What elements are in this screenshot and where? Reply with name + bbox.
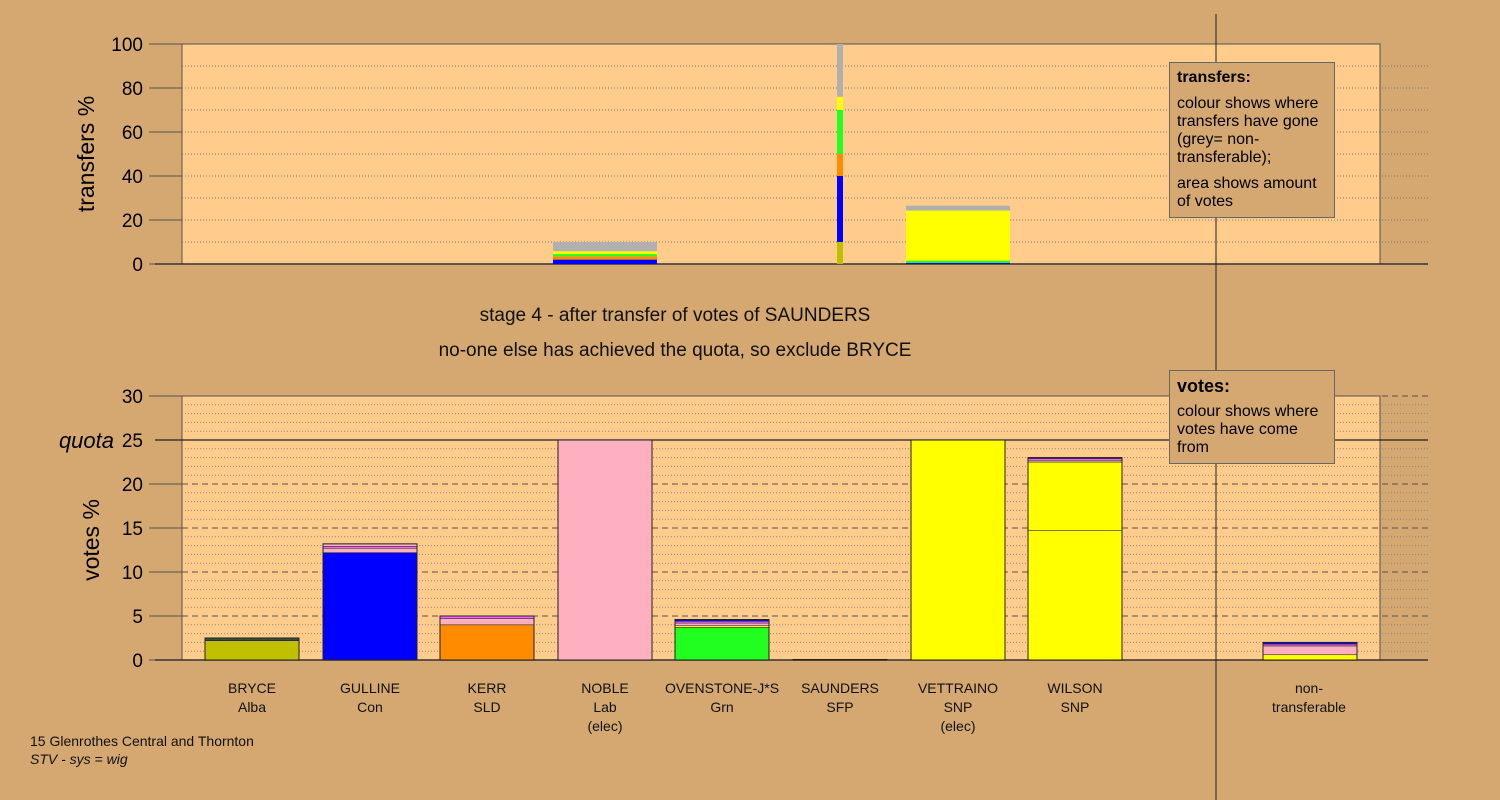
candidate-note: (elec): [940, 718, 976, 734]
transfers-bar-segment-saunders: [837, 96, 843, 110]
quota-tick-label: 25: [122, 431, 143, 452]
votes-bar-segment-ovenstone-j-s: [674, 622, 770, 626]
transfers-bar-segment-noble: [553, 254, 657, 257]
transfers-bar-segment-noble: [553, 242, 657, 252]
candidate-name: OVENSTONE-J*S: [664, 680, 780, 696]
candidate-label-vettraino: VETTRAINO SNP (elec): [898, 679, 1018, 736]
nontransferable-line2: transferable: [1272, 699, 1346, 715]
candidate-party: SNP: [943, 699, 973, 715]
nontransferable-line1: non-: [1294, 680, 1324, 696]
nontransferable-label: non- transferable: [1249, 679, 1369, 717]
transfers-y-axis-label: transfers %: [73, 96, 99, 212]
candidate-party: SLD: [473, 699, 501, 715]
transfers-legend-line2: area shows amount of votes: [1177, 175, 1317, 210]
votes-y-tick-label: 15: [122, 519, 143, 540]
transfers-bar-segment-saunders: [837, 154, 843, 176]
candidate-name: VETTRAINO: [917, 680, 999, 696]
votes-bar-segment-non-transferable: [1262, 645, 1358, 656]
candidate-label-kerr: KERR SLD: [427, 679, 547, 717]
transfers-y-tick-label: 100: [111, 35, 143, 56]
votes-bar-segment-gulline: [322, 552, 418, 661]
votes-bar-outline-wilson: [1027, 457, 1123, 661]
transfers-bar-segment-noble: [553, 256, 657, 260]
votes-bar-segment-non-transferable: [1262, 654, 1358, 661]
candidate-name: GULLINE: [340, 680, 400, 696]
candidate-name: SAUNDERS: [801, 680, 879, 696]
votes-bar-outline-noble: [557, 439, 653, 661]
transfers-bar-segment-vettraino: [906, 260, 1010, 263]
votes-bar-segment-gulline: [322, 547, 418, 553]
transfers-bar-segment-saunders: [837, 242, 843, 264]
candidate-name: KERR: [467, 680, 507, 696]
transfers-bar-segment-vettraino: [906, 262, 1010, 264]
transfers-y-tick-label: 40: [122, 167, 143, 188]
transfers-legend-line1: colour shows where transfers have gone (…: [1177, 95, 1319, 166]
votes-y-tick-label: 10: [122, 563, 143, 584]
votes-legend-box: votes: colour shows where votes have com…: [1169, 370, 1335, 464]
stage-title: stage 4 - after transfer of votes of SAU…: [479, 305, 871, 326]
transfers-y-tick-label: 0: [132, 255, 143, 276]
transfers-bar-segment-vettraino: [906, 210, 1010, 261]
votes-y-tick-label: 30: [122, 387, 143, 408]
footer: 15 Glenrothes Central and Thornton STV -…: [30, 732, 254, 768]
transfers-y-tick-label: 20: [122, 211, 143, 232]
candidate-label-wilson: WILSON SNP: [1015, 679, 1135, 717]
votes-bar-outline-ovenstone-j-s: [674, 619, 770, 661]
candidate-label-noble: NOBLE Lab (elec): [545, 679, 665, 736]
votes-bar-segment-ovenstone-j-s: [674, 627, 770, 661]
votes-y-tick-label: 20: [122, 475, 143, 496]
transfers-legend-box: transfers: colour shows where transfers …: [1169, 62, 1335, 218]
candidate-name: NOBLE: [581, 680, 629, 696]
votes-bar-segment-bryce: [204, 640, 300, 661]
quota-label: quota: [59, 428, 114, 453]
candidate-label-saunders: SAUNDERS SFP: [780, 679, 900, 717]
votes-bar-segment-wilson: [1027, 530, 1123, 661]
candidate-label-gulline: GULLINE Con: [310, 679, 430, 717]
footer-ward: 15 Glenrothes Central and Thornton: [30, 733, 254, 749]
candidate-label-bryce: BRYCE Alba: [192, 679, 312, 717]
votes-bar-outline-gulline: [322, 543, 418, 661]
votes-y-tick-label: 0: [132, 651, 143, 672]
candidate-party: SNP: [1060, 699, 1090, 715]
candidate-note: (elec): [587, 718, 623, 734]
transfers-bar-segment-saunders: [837, 176, 843, 242]
votes-y-tick-label: 5: [132, 607, 143, 628]
transfers-y-tick-label: 80: [122, 79, 143, 100]
candidate-party: Con: [357, 699, 383, 715]
candidate-party: Lab: [593, 699, 617, 715]
candidate-label-ovenstone-j-s: OVENSTONE-J*S Grn: [662, 679, 782, 717]
transfers-bar-segment-saunders: [837, 44, 843, 97]
votes-bar-segment-wilson: [1027, 461, 1123, 531]
transfers-bar-segment-saunders: [837, 110, 843, 154]
votes-bar-outline-saunders: [792, 658, 888, 661]
footer-system: STV - sys = wig: [30, 751, 128, 767]
votes-bar-segment-noble: [557, 439, 653, 661]
votes-bar-outline-bryce: [204, 637, 300, 661]
stage-subtitle: no-one else has achieved the quota, so e…: [438, 340, 912, 361]
transfers-bar-segment-noble: [553, 251, 657, 255]
transfers-y-tick-label: 60: [122, 123, 143, 144]
votes-bar-segment-vettraino: [910, 439, 1006, 661]
candidate-party: Grn: [710, 699, 734, 715]
candidate-name: BRYCE: [228, 680, 276, 696]
candidate-party: SFP: [826, 699, 854, 715]
candidate-party: Alba: [237, 699, 267, 715]
candidate-name: WILSON: [1047, 680, 1103, 696]
votes-legend-line1: colour shows where votes have come from: [1177, 403, 1319, 456]
votes-bar-outline-kerr: [439, 615, 535, 661]
votes-bar-segment-kerr: [439, 624, 535, 661]
votes-legend-heading: votes:: [1177, 376, 1231, 396]
votes-bar-outline-non-transferable: [1262, 641, 1358, 661]
votes-bar-segment-kerr: [439, 618, 535, 626]
transfers-bar-segment-noble: [553, 259, 657, 264]
transfers-bar-segment-vettraino: [906, 205, 1010, 211]
transfers-legend-heading: transfers:: [1177, 69, 1251, 86]
votes-y-axis-label: votes %: [78, 499, 104, 581]
votes-bar-outline-vettraino: [910, 439, 1006, 661]
